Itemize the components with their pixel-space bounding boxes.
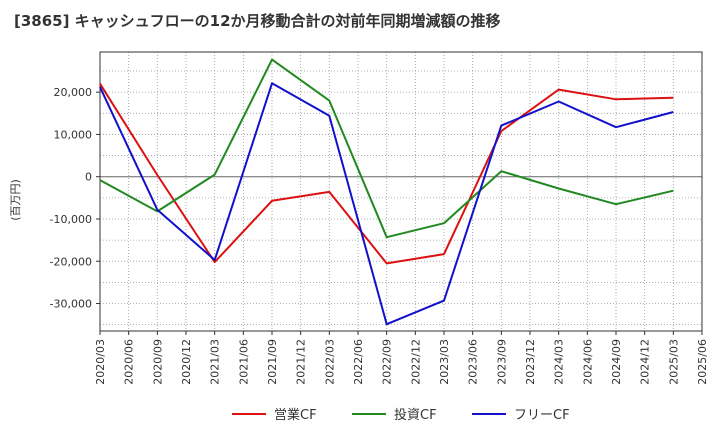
series-lines [99,58,674,326]
x-tick-label: 2025/03 [667,339,680,385]
x-tick-label: 2024/06 [581,339,594,385]
x-tick-label: 2022/03 [323,339,336,385]
x-tick-label: 2025/06 [696,339,709,385]
x-tick-label: 2021/09 [266,339,279,385]
x-tick-label: 2020/06 [123,339,136,385]
series-line-0 [99,83,674,265]
x-tick-label: 2020/03 [94,339,107,385]
legend-label: 投資CF [394,407,437,423]
x-tick-label: 2023/09 [495,339,508,385]
x-tick-label: 2021/06 [237,339,250,385]
y-tick-label: -30,000 [50,298,92,311]
x-tick-label: 2023/06 [467,339,480,385]
x-tick-label: 2023/12 [524,339,537,385]
x-tick-label: 2022/06 [352,339,365,385]
x-tick-label: 2022/09 [381,339,394,385]
legend-label: フリーCF [514,408,570,423]
grid-lines [99,52,703,331]
y-tick-label: -20,000 [50,255,92,268]
x-tick-label: 2024/03 [553,339,566,385]
x-tick-label: 2022/12 [409,339,422,385]
x-tick-label: 2024/09 [610,339,623,385]
plot-background [100,52,702,331]
y-axis-label: (百万円) [9,179,22,221]
x-tick-label: 2023/03 [438,339,451,385]
tick-labels: 20,000 10,000 0 -10,000 -20,000 -30,000 2020/0… [50,86,709,385]
x-tick-label: 2021/12 [295,339,308,385]
plot-frame [99,51,703,332]
x-tick-label: 2020/09 [151,339,164,385]
y-tick-label: 0 [85,171,92,184]
x-tick-label: 2021/03 [209,339,222,385]
y-tick-label: 20,000 [54,86,93,99]
series-line-2 [99,82,674,326]
y-tick-label: -10,000 [50,213,92,226]
chart-title: [3865] キャッシュフローの12か月移動合計の対前年同期増減額の推移 [14,12,501,30]
series-line-1 [99,58,674,239]
x-tick-label: 2020/12 [180,339,193,385]
y-tick-label: 10,000 [54,128,93,141]
axes [96,51,703,335]
legend-label: 営業CF [274,407,317,423]
legend: 営業CF 投資CF フリーCF [232,407,570,423]
x-tick-label: 2024/12 [639,339,652,385]
